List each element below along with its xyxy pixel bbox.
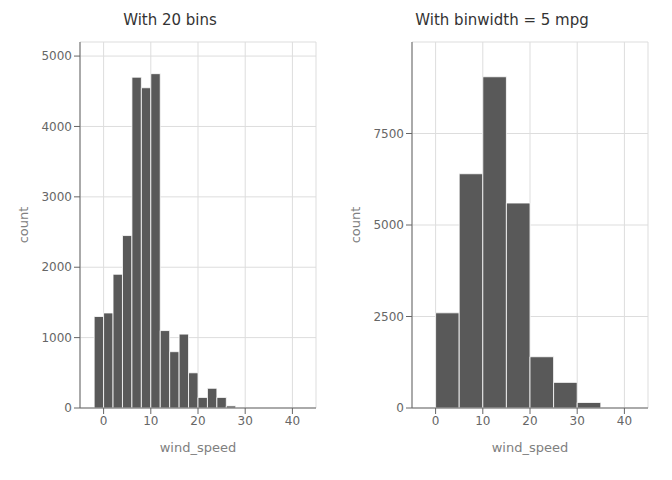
- svg-text:count: count: [348, 207, 363, 244]
- svg-text:0: 0: [396, 401, 404, 415]
- svg-text:0: 0: [100, 414, 108, 428]
- svg-text:1000: 1000: [41, 331, 72, 345]
- html-text:With binwidth = 5 mpg: With binwidth = 5 mpg: [415, 11, 589, 29]
- html-text:With 20 bins: With 20 bins: [123, 11, 217, 29]
- svg-text:3000: 3000: [41, 190, 72, 204]
- svg-text:20: 20: [190, 414, 205, 428]
- svg-text:count: count: [16, 207, 31, 244]
- svg-text:5000: 5000: [41, 49, 72, 63]
- svg-text:30: 30: [238, 414, 253, 428]
- svg-text:0: 0: [64, 401, 72, 415]
- svg-text:40: 40: [617, 414, 632, 428]
- svg-text:40: 40: [285, 414, 300, 428]
- svg-text:20: 20: [522, 414, 537, 428]
- svg-text:0: 0: [432, 414, 440, 428]
- svg-text:2500: 2500: [373, 310, 404, 324]
- svg-text:wind_speed: wind_speed: [492, 440, 569, 455]
- svg-text:10: 10: [475, 414, 490, 428]
- svg-text:wind_speed: wind_speed: [160, 440, 237, 455]
- svg-text:2000: 2000: [41, 260, 72, 274]
- svg-text:7500: 7500: [373, 127, 404, 141]
- svg-text:4000: 4000: [41, 120, 72, 134]
- svg-text:5000: 5000: [373, 218, 404, 232]
- svg-text:30: 30: [570, 414, 585, 428]
- svg-text:10: 10: [143, 414, 158, 428]
